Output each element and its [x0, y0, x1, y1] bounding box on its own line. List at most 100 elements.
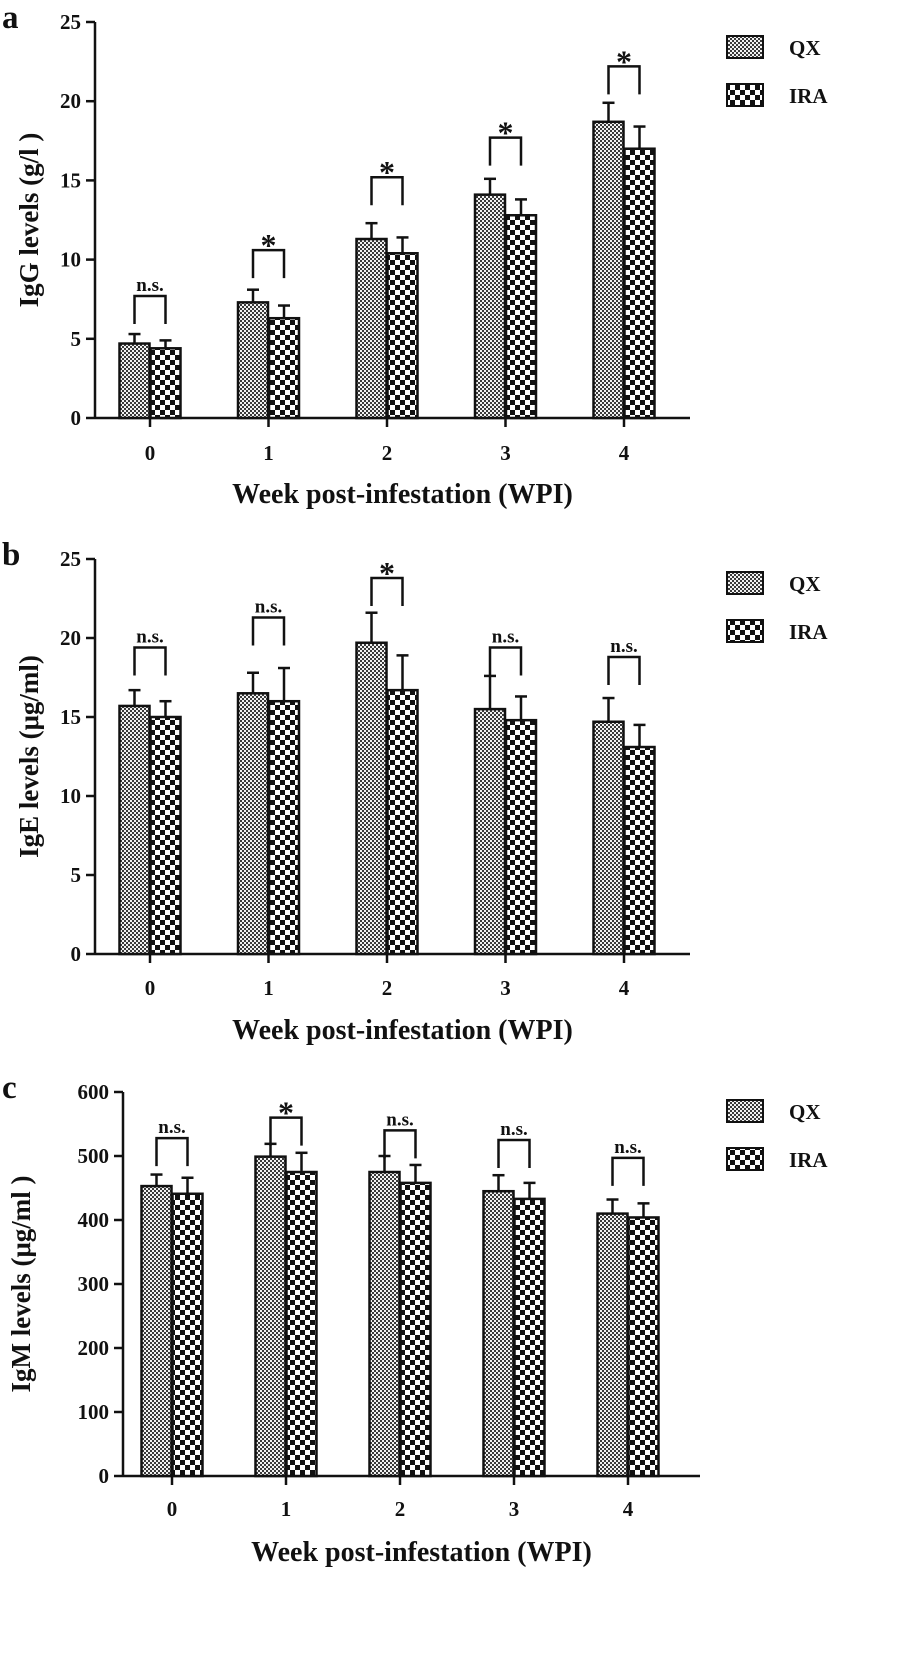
legend-label-ira: IRA	[789, 84, 828, 108]
x-tick-label: 2	[382, 976, 393, 1000]
legend-swatch-ira	[726, 619, 764, 643]
x-tick-label: 3	[509, 1497, 520, 1521]
bar-qx-week-1	[236, 301, 270, 420]
y-tick-label: 100	[78, 1400, 110, 1424]
significance-bracket	[611, 1156, 645, 1186]
significance-bracket	[370, 576, 404, 606]
bar-ira-week-1	[285, 1170, 318, 1478]
bar-ira-week-1	[267, 316, 301, 420]
significance-label: n.s.	[158, 1117, 185, 1138]
x-axis-title: Week post-infestation (WPI)	[232, 1015, 573, 1046]
x-tick-label: 1	[263, 976, 274, 1000]
significance-label: n.s.	[136, 626, 163, 647]
legend-swatch-ira	[726, 1147, 764, 1171]
bar-qx-week-2	[368, 1170, 401, 1478]
bar-ira-week-0	[149, 715, 182, 956]
x-tick-label: 0	[167, 1497, 178, 1521]
y-axis-title: IgE levels (μg/ml)	[14, 655, 44, 858]
significance-bracket	[133, 294, 167, 325]
y-tick-label: 0	[99, 1464, 110, 1488]
x-tick-label: 0	[145, 441, 156, 465]
y-tick-label: 20	[60, 89, 81, 113]
bar-ira-week-2	[399, 1181, 432, 1478]
bar-ira-week-3	[504, 213, 538, 420]
significance-label: *	[278, 1095, 294, 1131]
bar-qx-week-1	[236, 692, 270, 956]
significance-bracket	[383, 1129, 417, 1159]
legend: QX IRA	[726, 1099, 828, 1172]
bar-qx-week-2	[355, 641, 388, 956]
significance-bracket	[133, 646, 167, 676]
bar-ira-week-4	[623, 745, 656, 956]
bar-qx-week-4	[596, 1212, 629, 1478]
legend-label-qx: QX	[789, 36, 821, 60]
bar-qx-week-0	[118, 704, 151, 956]
significance-label: *	[261, 227, 277, 263]
legend-label-ira: IRA	[789, 1148, 828, 1172]
bar-ira-week-3	[504, 718, 538, 956]
x-tick-label: 4	[619, 976, 630, 1000]
panel-letter: b	[2, 537, 20, 573]
y-tick-label: 25	[60, 547, 81, 571]
bar-ira-week-0	[171, 1192, 204, 1478]
bar-ira-week-3	[513, 1197, 546, 1478]
bar-ira-week-4	[627, 1216, 660, 1478]
x-axis-title: Week post-infestation (WPI)	[251, 1537, 592, 1568]
y-tick-label: 10	[60, 784, 81, 808]
y-tick-label: 5	[71, 863, 82, 887]
significance-bracket	[251, 616, 286, 646]
legend-swatch-qx	[726, 1099, 764, 1123]
significance-bracket	[607, 655, 641, 685]
bar-qx-week-4	[592, 720, 625, 956]
y-axis-title: IgG levels (g/l )	[14, 133, 44, 308]
significance-bracket	[488, 646, 523, 676]
legend-swatch-qx	[726, 571, 764, 595]
y-tick-label: 15	[60, 705, 81, 729]
x-tick-label: 3	[500, 976, 511, 1000]
bar-qx-week-2	[355, 237, 388, 420]
bar-qx-week-3	[482, 1189, 515, 1478]
y-tick-label: 200	[78, 1336, 110, 1360]
significance-label: *	[379, 555, 395, 591]
bar-qx-week-4	[592, 120, 625, 420]
significance-label: *	[379, 154, 395, 190]
x-tick-label: 2	[395, 1497, 406, 1521]
significance-label: n.s.	[610, 636, 637, 657]
x-tick-label: 2	[382, 441, 393, 465]
significance-label: n.s.	[386, 1109, 413, 1130]
legend: QX IRA	[726, 571, 828, 644]
legend-swatch-ira	[726, 83, 764, 107]
significance-bracket	[497, 1138, 531, 1168]
y-tick-label: 300	[78, 1272, 110, 1296]
x-tick-label: 1	[263, 441, 274, 465]
x-tick-label: 4	[619, 441, 630, 465]
legend-label-ira: IRA	[789, 620, 828, 644]
bar-ira-week-1	[267, 699, 301, 956]
legend-label-qx: QX	[789, 1100, 821, 1124]
chart-panel-b: b 0 5 10 15 20 25 0 1 2 3 4 Week post-infestation (W…	[2, 537, 828, 1046]
significance-bracket	[269, 1116, 303, 1146]
y-tick-label: 15	[60, 168, 81, 192]
bar-qx-week-3	[473, 707, 507, 956]
bar-qx-week-0	[118, 342, 151, 420]
y-axis-title: IgM levels (μg/ml )	[6, 1175, 36, 1392]
y-tick-label: 400	[78, 1208, 110, 1232]
bar-qx-week-0	[140, 1184, 173, 1478]
significance-label: n.s.	[492, 626, 519, 647]
x-tick-label: 1	[281, 1497, 292, 1521]
panel-letter: a	[2, 0, 19, 36]
significance-bracket	[370, 175, 404, 206]
y-tick-label: 20	[60, 626, 81, 650]
bar-ira-week-2	[386, 688, 419, 956]
y-tick-label: 500	[78, 1144, 110, 1168]
bar-ira-week-4	[623, 147, 656, 420]
significance-label: *	[616, 43, 632, 79]
x-tick-label: 0	[145, 976, 156, 1000]
significance-label: n.s.	[255, 596, 282, 617]
legend-label-qx: QX	[789, 572, 821, 596]
bar-qx-week-3	[473, 193, 507, 420]
y-tick-label: 0	[71, 942, 82, 966]
bar-ira-week-0	[149, 347, 182, 420]
